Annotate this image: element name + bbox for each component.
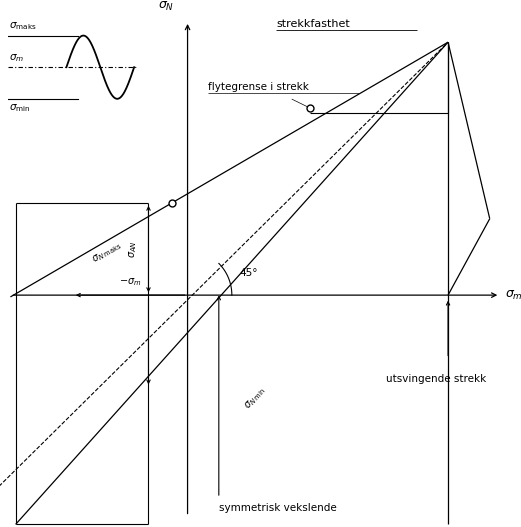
- Text: $\sigma_m$: $\sigma_m$: [9, 52, 24, 64]
- Text: $-\sigma_m$: $-\sigma_m$: [119, 277, 142, 288]
- Text: symmetrisk vekslende: symmetrisk vekslende: [219, 503, 337, 513]
- Text: $\sigma_{\mathrm{maks}}$: $\sigma_{\mathrm{maks}}$: [9, 21, 37, 32]
- Text: $\sigma_{AN}$: $\sigma_{AN}$: [127, 240, 139, 258]
- Text: flytegrense i strekk: flytegrense i strekk: [208, 82, 309, 92]
- Text: $\sigma_{\mathrm{min}}$: $\sigma_{\mathrm{min}}$: [9, 102, 31, 114]
- Text: $\sigma_{N\,\mathrm{min}}$: $\sigma_{N\,\mathrm{min}}$: [242, 384, 269, 412]
- Text: $\sigma_{N\,\mathrm{maks}}$: $\sigma_{N\,\mathrm{maks}}$: [90, 240, 124, 266]
- Text: $\sigma_m$: $\sigma_m$: [505, 289, 521, 301]
- Text: strekkfasthet: strekkfasthet: [276, 19, 350, 29]
- Text: $\sigma_N$: $\sigma_N$: [158, 0, 175, 13]
- Text: utsvingende strekk: utsvingende strekk: [386, 374, 486, 384]
- Text: 45°: 45°: [240, 268, 258, 278]
